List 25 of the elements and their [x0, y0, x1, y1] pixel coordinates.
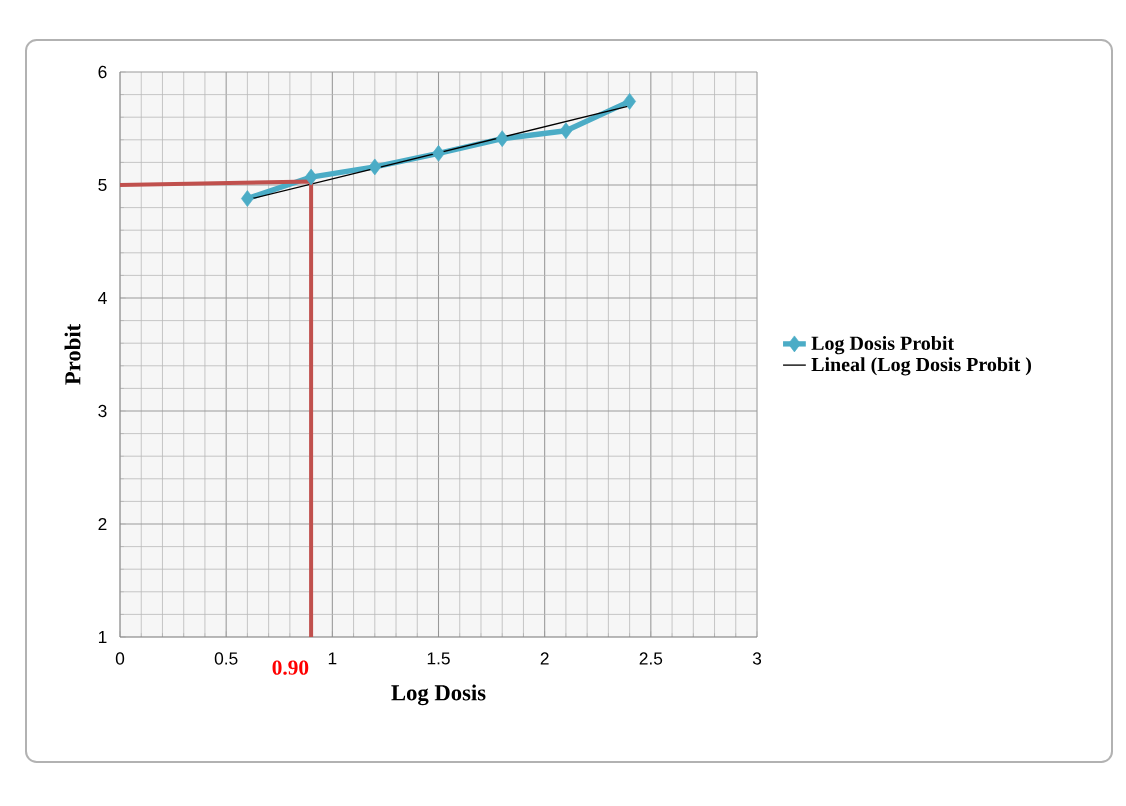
x-tick-label: 2: [540, 652, 549, 665]
x-tick-label: 3: [752, 652, 762, 665]
point: [432, 145, 445, 162]
legend-label: Log Dosis Probit: [811, 335, 955, 355]
x-tick-label: 2.5: [639, 652, 663, 665]
x-axis-title: Log Dosis: [391, 684, 486, 706]
point: [241, 190, 254, 207]
point: [559, 122, 573, 140]
y-tick-label: 6: [98, 65, 107, 79]
x-tick-label: 0.5: [214, 652, 238, 665]
x-tick-label: 0: [115, 652, 125, 665]
legend-label: Lineal (Log Dosis Probit ): [811, 357, 1031, 376]
annotation: 0.90: [272, 660, 309, 675]
y-axis-title: Probit: [64, 323, 81, 385]
y-tick-label: 3: [98, 404, 107, 418]
point: [495, 130, 509, 148]
point: [304, 168, 318, 186]
x-tick-label: 1.5: [427, 652, 450, 665]
x-tick-label: 1: [328, 652, 337, 665]
point: [623, 93, 636, 110]
y-tick-label: 1: [98, 631, 107, 643]
y-tick-label: 5: [98, 178, 107, 192]
y-tick-label: 4: [98, 292, 107, 304]
y-tick-label: 2: [98, 517, 107, 531]
point: [368, 158, 382, 176]
